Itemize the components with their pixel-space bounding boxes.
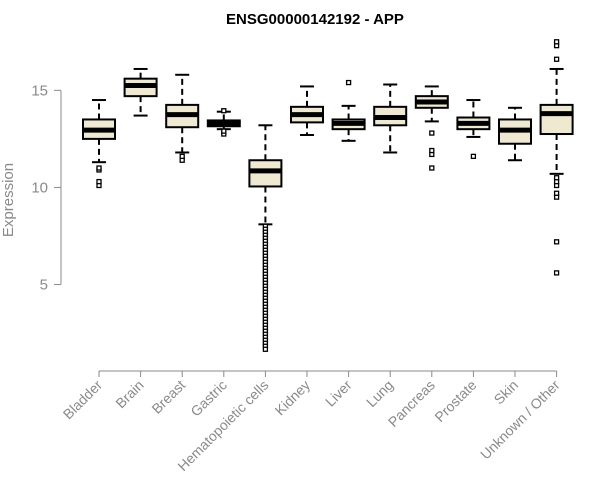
outlier-point [429, 130, 435, 136]
x-tick-label: Kidney [272, 377, 314, 419]
chart-title: ENSG00000142192 - APP [226, 11, 404, 28]
outlier-point [470, 153, 477, 160]
x-tick-label: Bladder [60, 377, 106, 423]
outlier-point [96, 178, 102, 185]
box-group [82, 99, 116, 189]
y-tick-label: 10 [31, 179, 48, 196]
box-group [290, 85, 324, 136]
outlier-point [553, 190, 560, 196]
box-group [165, 73, 200, 163]
outlier-point [429, 165, 435, 171]
y-axis: 5 10 15 [31, 82, 62, 294]
x-tick-label: Brain [112, 377, 146, 411]
x-tick-label: Liver [322, 377, 355, 410]
outlier-point [262, 346, 269, 352]
outlier-point [553, 56, 560, 62]
outlier-point [553, 239, 560, 245]
outlier-point [221, 108, 227, 114]
x-tick-label: Breast [148, 377, 188, 417]
box-group [414, 85, 449, 171]
outlier-point [96, 165, 102, 171]
outlier-point [429, 147, 435, 154]
box-group [331, 79, 366, 142]
box-iqr [539, 103, 574, 136]
y-axis-label: Expression [0, 163, 17, 237]
x-tick-label: Prostate [431, 377, 479, 425]
x-tick-label: Skin [491, 377, 522, 408]
outlier-point [179, 153, 185, 160]
outlier-point [553, 39, 560, 45]
box-group [456, 99, 491, 160]
box-group [539, 39, 574, 276]
box-group [123, 67, 158, 117]
y-tick-label: 15 [31, 82, 48, 99]
x-tick-label: Lung [363, 377, 396, 410]
x-tick-label: Unknown / Other [477, 377, 563, 463]
outlier-point [345, 79, 352, 86]
outlier-point [553, 270, 560, 276]
box-group [206, 108, 241, 137]
box-group [498, 106, 532, 162]
outlier-point [553, 175, 560, 181]
box-group [373, 83, 408, 154]
boxes-group [82, 39, 574, 352]
y-tick-label: 5 [40, 277, 48, 294]
box-group [248, 124, 283, 352]
outlier-point [221, 128, 227, 134]
